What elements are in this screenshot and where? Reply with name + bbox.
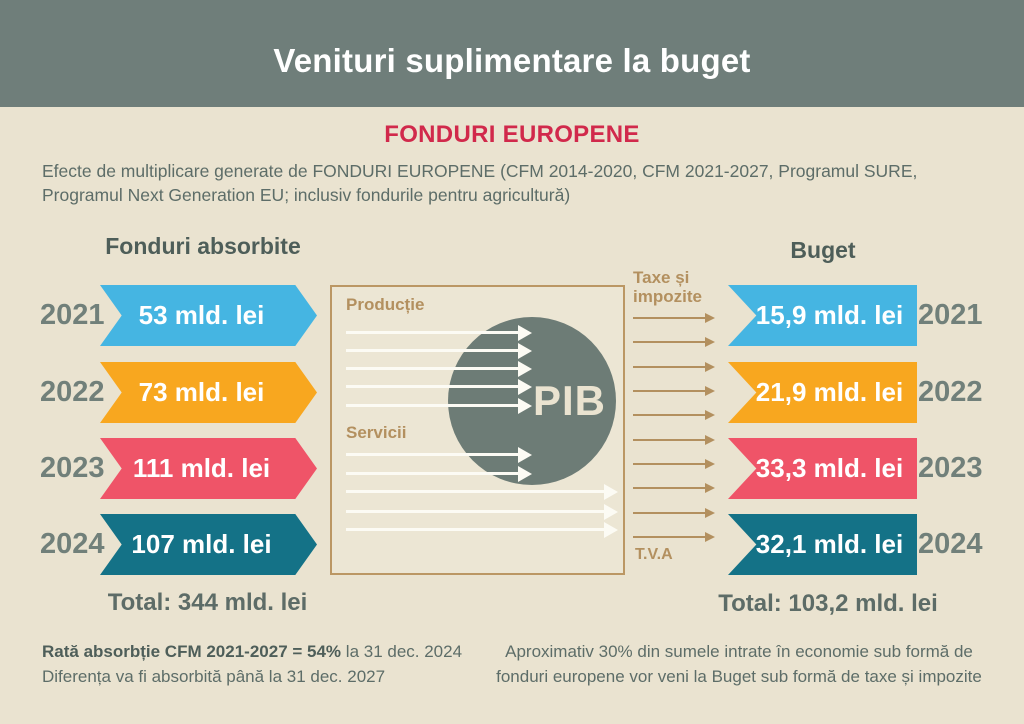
right-year-2023: 2023 (918, 452, 983, 484)
left-year-2022: 2022 (40, 376, 105, 408)
tax-arrow-icon (633, 532, 715, 542)
footnote-absorption: Rată absorbție CFM 2021-2027 = 54% la 31… (42, 640, 472, 689)
flow-arrow-icon (346, 342, 532, 359)
budget-banner-2023: 33,3 mld. lei (728, 438, 917, 499)
header-bar: Venituri suplimentare la buget (0, 0, 1024, 107)
left-year-2023: 2023 (40, 452, 105, 484)
absorbed-funds-value-2021: 53 mld. lei (138, 300, 265, 330)
tax-arrow-icon (633, 410, 715, 420)
production-label: Producție (346, 295, 425, 314)
taxes-label: Taxe și impozite (633, 268, 702, 307)
budget-banner-2021: 15,9 mld. lei (728, 285, 917, 346)
services-label: Servicii (346, 423, 407, 442)
page-title: Venituri suplimentare la buget (273, 41, 751, 79)
flow-arrow-icon (346, 378, 532, 395)
absorbed-funds-value-2022: 73 mld. lei (138, 377, 265, 407)
flow-arrow-icon (346, 446, 532, 463)
absorbed-funds-value-2024: 107 mld. lei (131, 529, 272, 559)
flow-arrow-icon (346, 397, 532, 414)
right-year-2021: 2021 (918, 299, 983, 331)
tax-arrow-icon (633, 313, 715, 323)
right-column-heading: Buget (790, 237, 856, 263)
tax-arrow-icon (633, 459, 715, 469)
tax-arrow-icon (633, 337, 715, 347)
budget-value-2022: 21,9 mld. lei (755, 377, 904, 407)
flow-arrow-icon (346, 360, 532, 377)
budget-value-2021: 15,9 mld. lei (755, 300, 904, 330)
budget-banner-2024: 32,1 mld. lei (728, 514, 917, 575)
pib-circle: PIB (448, 317, 616, 485)
economy-box: Producție Servicii PIB (330, 285, 625, 575)
absorbed-funds-arrow-2021: 53 mld. lei (100, 285, 317, 346)
tax-arrow-icon (633, 508, 715, 518)
flow-arrow-icon (346, 465, 532, 482)
left-column-heading: Fonduri absorbite (105, 233, 301, 259)
flow-arrow-icon (346, 521, 618, 538)
total-absorbed: Total: 344 mld. lei (107, 589, 308, 616)
right-year-2022: 2022 (918, 376, 983, 408)
footnote-absorption-line2: Diferența va fi absorbită până la 31 dec… (42, 666, 386, 686)
absorbed-funds-arrow-2023: 111 mld. lei (100, 438, 317, 499)
tax-arrow-icon (633, 362, 715, 372)
budget-value-2024: 32,1 mld. lei (755, 529, 904, 559)
flow-arrow-icon (346, 503, 618, 520)
footnote-absorption-bold: Rată absorbție CFM 2021-2027 = 54% (42, 642, 342, 661)
section-title: FONDURI EUROPENE (384, 121, 640, 148)
flow-arrow-icon (346, 324, 532, 341)
budget-banner-2022: 21,9 mld. lei (728, 362, 917, 423)
left-year-2024: 2024 (40, 528, 105, 560)
tax-arrow-icon (633, 435, 715, 445)
absorbed-funds-value-2023: 111 mld. lei (132, 453, 271, 483)
absorbed-funds-arrow-2022: 73 mld. lei (100, 362, 317, 423)
total-budget: Total: 103,2 mld. lei (718, 590, 938, 617)
flow-arrow-icon (346, 483, 618, 500)
left-year-2021: 2021 (40, 299, 105, 331)
absorbed-funds-arrow-2024: 107 mld. lei (100, 514, 317, 575)
tva-label: T.V.A (635, 546, 673, 563)
section-description: Efecte de multiplicare generate de FONDU… (42, 161, 918, 205)
budget-value-2023: 33,3 mld. lei (755, 453, 904, 483)
footnote-budget-share: Aproximativ 30% din sumele intrate în ec… (496, 642, 982, 686)
right-year-2024: 2024 (918, 528, 983, 560)
footnote-absorption-rest: la 31 dec. 2024 (341, 642, 463, 661)
pib-label: PIB (532, 377, 606, 424)
tax-arrow-icon (633, 483, 715, 493)
tax-arrow-icon (633, 386, 715, 396)
